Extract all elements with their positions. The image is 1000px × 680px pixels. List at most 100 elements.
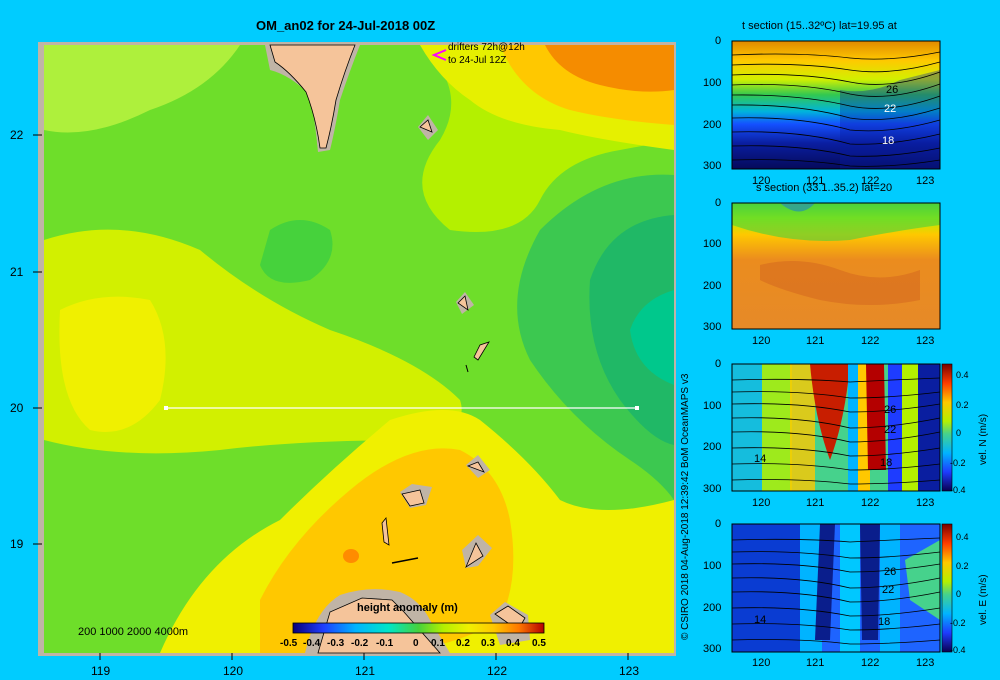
section-line-end-marker bbox=[635, 406, 639, 410]
colorbar-tick: 0 bbox=[413, 638, 419, 649]
land-island-d bbox=[465, 364, 469, 373]
vel-e-contours bbox=[731, 537, 941, 645]
vel-n-ytick: 100 bbox=[703, 400, 722, 412]
vel-n-colorbar-tick: 0 bbox=[956, 428, 962, 438]
t-section-contour-label: 26 bbox=[886, 84, 899, 96]
t-section-xtick: 120 bbox=[752, 175, 771, 187]
field-south-gold bbox=[260, 448, 514, 653]
vel-n-xtick: 123 bbox=[916, 497, 935, 509]
t-section-ytick: 200 bbox=[703, 119, 722, 131]
vel-e-contour-label: 18 bbox=[878, 616, 891, 628]
vel-n-contour-label: 18 bbox=[880, 457, 893, 469]
vel-n-xtick: 122 bbox=[861, 497, 880, 509]
vel-e-xtick: 123 bbox=[916, 657, 935, 669]
map-ytick-19: 19 bbox=[10, 537, 24, 551]
colorbar-tick: -0.5 bbox=[280, 638, 298, 649]
s-section-xtick: 121 bbox=[806, 335, 825, 347]
vel-e-xtick: 120 bbox=[752, 657, 771, 669]
height-anomaly-colorbar bbox=[292, 622, 545, 634]
vel-e-colorbar-tick: 0.2 bbox=[956, 561, 969, 571]
drifter-marker bbox=[431, 49, 447, 61]
vel-e-colorbar-tick: 0.4 bbox=[956, 532, 969, 542]
map-axis-ticks bbox=[33, 134, 629, 660]
colorbar-tick: 0.5 bbox=[532, 638, 546, 649]
map-xtick-123: 123 bbox=[619, 664, 640, 678]
map-title: OM_an02 for 24-Jul-2018 00Z bbox=[256, 18, 436, 33]
vel-e-contour-label: 22 bbox=[882, 584, 895, 596]
t-section-contour-label: 18 bbox=[882, 135, 895, 147]
vel-e-contour-label: 26 bbox=[884, 566, 897, 578]
vel-e-ytick: 300 bbox=[703, 643, 722, 655]
map-ytick-21: 21 bbox=[10, 265, 24, 279]
t-section-field bbox=[732, 41, 940, 169]
vel-e-colorbar-tick: 0 bbox=[956, 589, 962, 599]
field-east-cyan bbox=[630, 290, 674, 385]
colorbar-tick: 0.1 bbox=[431, 638, 445, 649]
s-section-xtick: 120 bbox=[752, 335, 771, 347]
field-orange-spot bbox=[343, 549, 359, 563]
drifters-note-line2: to 24-Jul 12Z bbox=[448, 55, 507, 66]
colorbar-tick: 0.2 bbox=[456, 638, 470, 649]
s-section-xtick: 123 bbox=[916, 335, 935, 347]
vel-n-contours bbox=[731, 377, 941, 485]
vel-e-colorbar bbox=[941, 523, 953, 653]
vel-n-contour-label: 14 bbox=[754, 453, 767, 465]
vel-n-colorbar-tick: 0.2 bbox=[956, 400, 969, 410]
drifters-note-line1: drifters 72h@12h bbox=[448, 42, 525, 53]
map-xtick-121: 121 bbox=[355, 664, 376, 678]
s-section-xtick: 122 bbox=[861, 335, 880, 347]
land-island-h bbox=[465, 542, 484, 569]
t-section-panel bbox=[731, 40, 941, 170]
vel-e-ytick: 0 bbox=[715, 518, 722, 530]
s-section-title: s section (33.1..35.2) lat=20 bbox=[756, 182, 893, 194]
colorbar-tick: -0.4 bbox=[303, 638, 321, 649]
colorbar-ticks: -0.5 -0.4 -0.3 -0.2 -0.1 0 0.1 0.2 0.3 0… bbox=[280, 638, 555, 652]
vel-n-colorbar-tick: -0.4 bbox=[950, 485, 966, 495]
vel-n-contour-label: 26 bbox=[884, 404, 897, 416]
land-island-c bbox=[473, 341, 490, 361]
section-line-start-marker bbox=[164, 406, 168, 410]
t-section-title: t section (15..32ºC) lat=19.95 at bbox=[742, 20, 897, 32]
colorbar-tick: 0.3 bbox=[481, 638, 495, 649]
land-island-g bbox=[381, 516, 390, 546]
t-section-xtick: 121 bbox=[806, 175, 825, 187]
s-section-ytick: 100 bbox=[703, 238, 722, 250]
land-island-i bbox=[391, 557, 419, 564]
vel-e-ytick: 100 bbox=[703, 560, 722, 572]
map-ytick-20: 20 bbox=[10, 401, 24, 415]
vel-n-colorbar-tick: -0.2 bbox=[950, 458, 966, 468]
land-north-island bbox=[269, 44, 356, 149]
s-section-ytick: 300 bbox=[703, 321, 722, 333]
field-ne-orange bbox=[545, 45, 674, 92]
vel-n-ytick: 0 bbox=[715, 358, 722, 370]
t-section-ytick: 0 bbox=[715, 35, 722, 47]
map-ytick-22: 22 bbox=[10, 128, 24, 142]
colorbar-label: height anomaly (m) bbox=[357, 602, 458, 614]
vel-n-contour-label: 22 bbox=[884, 424, 897, 436]
land-island-f bbox=[401, 489, 425, 507]
map-xtick-119: 119 bbox=[91, 664, 111, 678]
field-lightgreen-patch bbox=[44, 45, 240, 133]
vel-e-contour-label: 14 bbox=[754, 614, 767, 626]
s-section-ytick: 0 bbox=[715, 197, 722, 209]
land-island-e bbox=[466, 461, 485, 473]
field-west-yellow bbox=[59, 296, 166, 432]
land-island-a bbox=[419, 119, 433, 133]
vel-n-xtick: 120 bbox=[752, 497, 771, 509]
t-section-contours bbox=[731, 51, 941, 167]
t-section-ytick: 300 bbox=[703, 160, 722, 172]
map-xtick-122: 122 bbox=[487, 664, 508, 678]
vel-n-panel bbox=[731, 363, 953, 492]
vel-e-ytick: 200 bbox=[703, 602, 722, 614]
s-section-panel bbox=[731, 202, 941, 330]
map-xtick-120: 120 bbox=[223, 664, 244, 678]
vel-n-colorbar-label: vel. N (m/s) bbox=[978, 413, 989, 465]
vel-n-colorbar bbox=[941, 363, 953, 492]
t-section-xtick: 122 bbox=[861, 175, 880, 187]
t-section-ytick: 100 bbox=[703, 77, 722, 89]
colorbar-tick: 0.4 bbox=[506, 638, 520, 649]
vel-n-ytick: 300 bbox=[703, 483, 722, 495]
vel-e-xtick: 122 bbox=[861, 657, 880, 669]
t-section-contour-label: 22 bbox=[884, 103, 897, 115]
